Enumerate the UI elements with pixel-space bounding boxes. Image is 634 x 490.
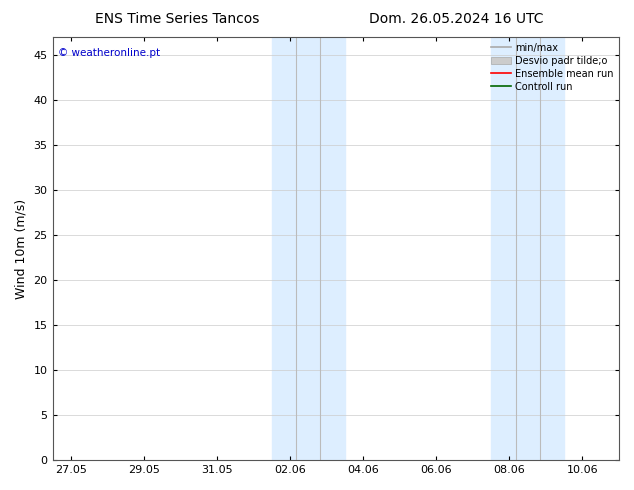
Text: Dom. 26.05.2024 16 UTC: Dom. 26.05.2024 16 UTC: [369, 12, 544, 26]
Text: © weatheronline.pt: © weatheronline.pt: [58, 48, 160, 58]
Y-axis label: Wind 10m (m/s): Wind 10m (m/s): [15, 198, 28, 299]
Text: ENS Time Series Tancos: ENS Time Series Tancos: [95, 12, 260, 26]
Bar: [272, 37, 345, 460]
Bar: [491, 37, 564, 460]
Legend: min/max, Desvio padr tilde;o, Ensemble mean run, Controll run: min/max, Desvio padr tilde;o, Ensemble m…: [488, 39, 617, 96]
